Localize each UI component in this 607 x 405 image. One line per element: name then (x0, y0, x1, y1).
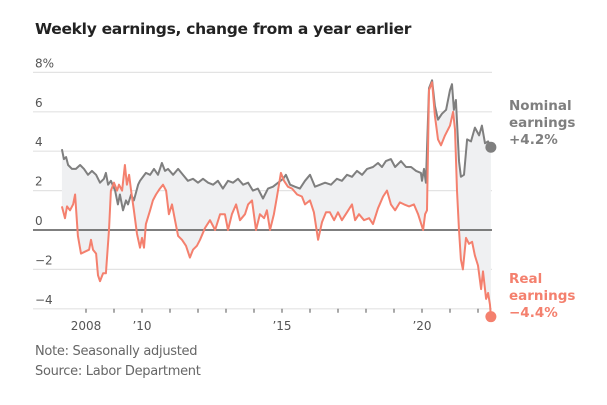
y-tick-label: 2 (35, 175, 43, 189)
series-lines (60, 79, 497, 323)
note-text: Note: Seasonally adjusted (35, 344, 198, 359)
y-tick-label: 6 (35, 96, 43, 110)
series-label-nominal: Nominal (509, 98, 572, 114)
y-tick-label: 8% (35, 56, 54, 70)
endpoint-marker-nominal (485, 141, 497, 153)
y-tick-label: 4 (35, 135, 43, 149)
y-tick-label: 0 (35, 214, 43, 228)
series-label-real: Real (509, 271, 542, 287)
x-tick-label: 2008 (71, 319, 102, 333)
y-axis-labels: 8% 6 4 2 0 −2 −4 (35, 56, 54, 306)
series-label-real: −4.4% (509, 305, 558, 321)
series-label-nominal: +4.2% (509, 132, 558, 148)
chart-title: Weekly earnings, change from a year earl… (35, 20, 412, 38)
y-tick-label: −2 (35, 253, 53, 267)
series-label-real: earnings (509, 288, 575, 304)
series-line-real (60, 81, 492, 317)
source-text: Source: Labor Department (35, 364, 201, 379)
endpoint-marker-real (485, 311, 497, 323)
series-label-nominal: earnings (509, 115, 575, 131)
x-tick-label: ’15 (272, 319, 291, 333)
x-tick-label: ’20 (412, 319, 431, 333)
series-line-nominal (60, 79, 492, 212)
x-axis: 2008 ’10 ’15 ’20 (71, 308, 479, 333)
x-tick-label: ’10 (132, 319, 151, 333)
y-tick-label: −4 (35, 293, 53, 307)
